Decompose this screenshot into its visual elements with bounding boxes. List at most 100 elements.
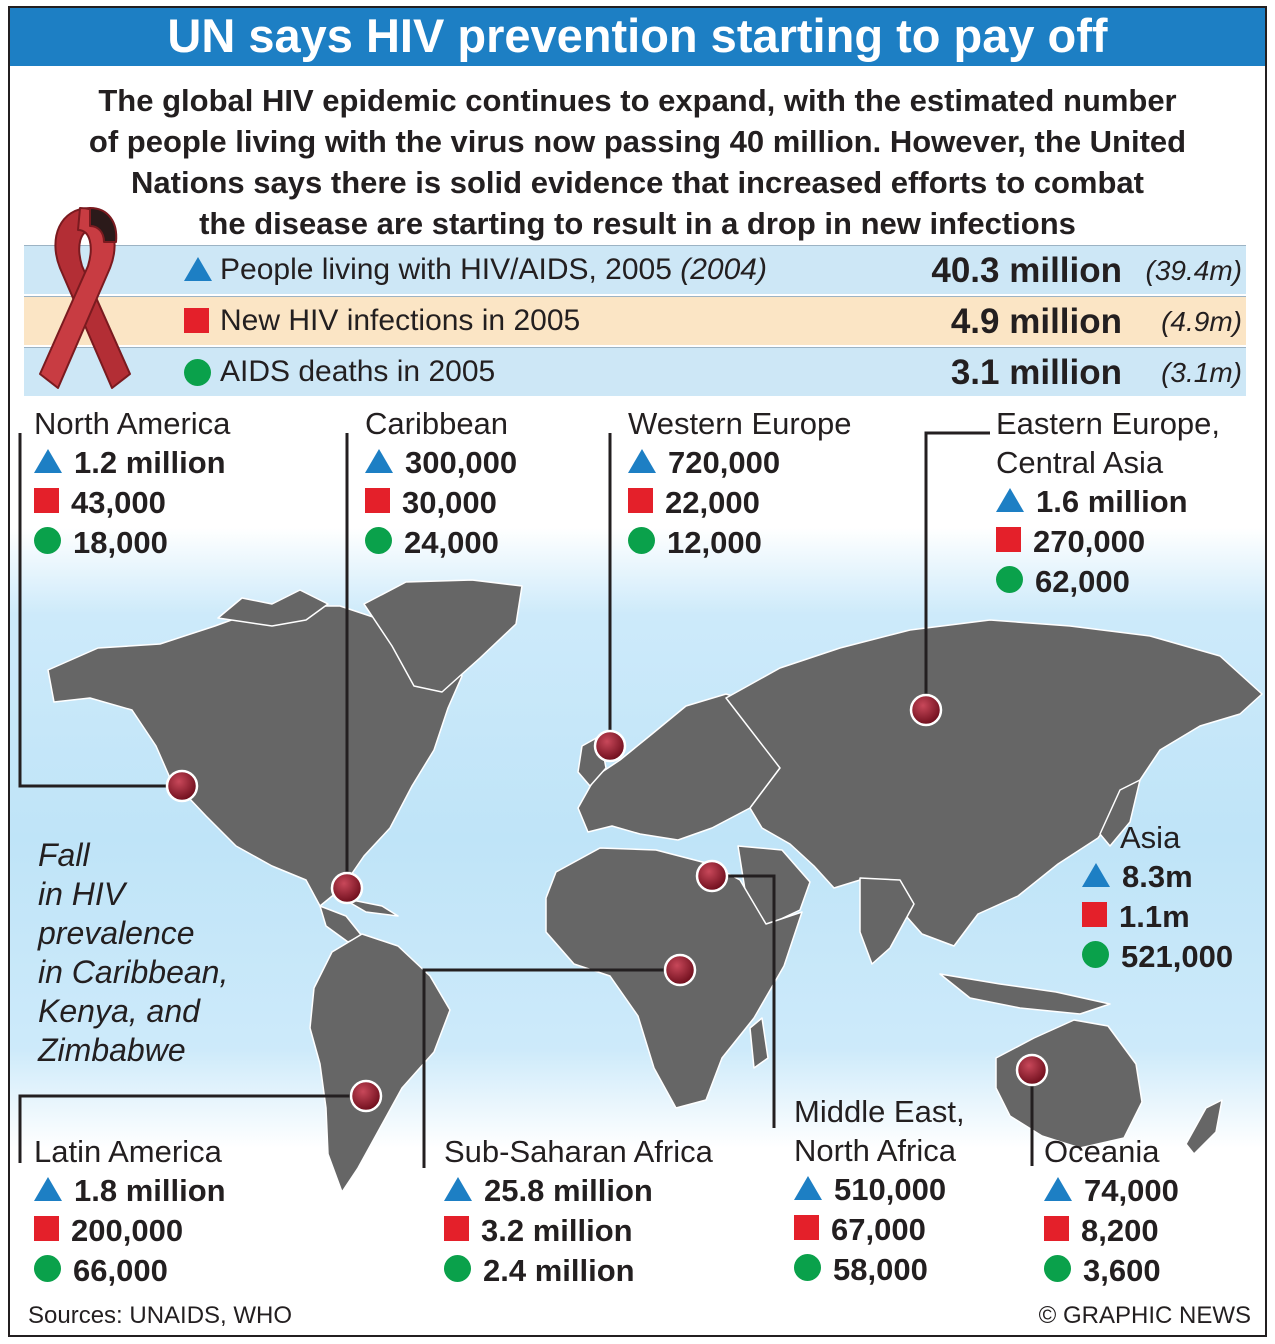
region-new: 67,000 <box>794 1210 965 1250</box>
value: 1.6 million <box>1036 484 1188 519</box>
marker-caribbean <box>330 871 364 905</box>
value: 3,600 <box>1083 1253 1161 1288</box>
value: 18,000 <box>73 525 168 560</box>
stat-value: 3.1 million <box>950 353 1122 392</box>
region-name: Latin America <box>34 1134 222 1169</box>
region-deaths: 66,000 <box>34 1251 226 1291</box>
australia-landmass <box>995 1019 1143 1149</box>
intro-line: The global HIV epidemic continues to exp… <box>98 83 1177 118</box>
region-name: Caribbean <box>365 406 509 441</box>
fall-note: Fall in HIV prevalence in Caribbean, Ken… <box>38 836 228 1070</box>
region-new: 270,000 <box>996 522 1220 562</box>
circle-icon <box>365 527 392 555</box>
triangle-icon <box>444 1176 472 1201</box>
region-eastern-europe: Eastern Europe, Central Asia 1.6 million… <box>996 404 1220 602</box>
fall-note-line: prevalence <box>38 915 195 951</box>
value: 521,000 <box>1121 939 1234 974</box>
stat-row-living: People living with HIV/AIDS, 2005 (2004)… <box>24 245 1246 294</box>
red-ribbon-icon <box>39 207 131 389</box>
region-middle-east: Middle East, North Africa 510,000 67,000… <box>794 1092 965 1290</box>
region-new: 1.1m <box>1082 897 1233 937</box>
triangle-icon <box>996 487 1024 512</box>
region-name: Sub-Saharan Africa <box>444 1134 713 1169</box>
region-living: 74,000 <box>1044 1171 1179 1211</box>
circle-icon <box>996 566 1023 594</box>
asia-landmass <box>725 619 1263 947</box>
region-new: 3.2 million <box>444 1211 713 1251</box>
triangle-icon <box>628 448 656 473</box>
region-new: 8,200 <box>1044 1211 1179 1251</box>
value: 200,000 <box>71 1213 184 1248</box>
region-oceania: Oceania 74,000 8,200 3,600 <box>1044 1132 1179 1291</box>
region-deaths: 58,000 <box>794 1250 965 1290</box>
square-icon <box>794 1215 819 1241</box>
region-name: Central Asia <box>996 445 1164 480</box>
square-icon <box>184 308 209 333</box>
region-deaths: 18,000 <box>34 523 230 563</box>
indonesia-landmass <box>939 973 1111 1015</box>
marker-north-america <box>165 769 199 803</box>
region-new: 22,000 <box>628 483 851 523</box>
value: 270,000 <box>1033 524 1146 559</box>
leader-line-north-america <box>18 433 180 788</box>
value: 1.2 million <box>74 445 226 480</box>
marker-sub-saharan-africa <box>663 953 697 987</box>
region-living: 1.2 million <box>34 443 230 483</box>
square-icon <box>444 1216 469 1242</box>
value: 2.4 million <box>483 1253 635 1288</box>
circle-icon <box>34 1255 61 1283</box>
triangle-icon <box>34 1176 62 1201</box>
region-living: 510,000 <box>794 1170 965 1210</box>
region-name: Eastern Europe, <box>996 406 1221 441</box>
triangle-icon <box>365 448 393 473</box>
region-deaths: 2.4 million <box>444 1251 713 1291</box>
fall-note-line: in Caribbean, <box>38 954 229 990</box>
stat-value: 4.9 million <box>950 302 1122 341</box>
value: 25.8 million <box>484 1173 653 1208</box>
region-latin-america: Latin America 1.8 million 200,000 66,000 <box>34 1132 226 1291</box>
region-living: 1.6 million <box>996 482 1220 522</box>
value: 74,000 <box>1084 1173 1179 1208</box>
intro-line: the disease are starting to result in a … <box>199 206 1076 241</box>
marker-western-europe <box>593 729 627 763</box>
value: 66,000 <box>73 1253 168 1288</box>
region-living: 8.3m <box>1082 857 1233 897</box>
region-sub-saharan-africa: Sub-Saharan Africa 25.8 million 3.2 mill… <box>444 1132 713 1291</box>
intro-line: Nations says there is solid evidence tha… <box>131 165 1144 200</box>
region-name: North America <box>34 406 231 441</box>
circle-icon <box>794 1254 821 1282</box>
region-name: Oceania <box>1044 1134 1160 1169</box>
infographic-frame: UN says HIV prevention starting to pay o… <box>8 6 1267 1337</box>
leader-line-latin-america <box>18 1094 364 1163</box>
intro-line: of people living with the virus now pass… <box>88 124 1187 159</box>
square-icon <box>1082 902 1107 928</box>
japan-landmass <box>1099 779 1141 847</box>
value: 12,000 <box>667 525 762 560</box>
stat-row-deaths: AIDS deaths in 2005 3.1 million (3.1m) <box>24 347 1246 396</box>
fall-note-line: Kenya, and <box>38 993 200 1029</box>
region-living: 720,000 <box>628 443 851 483</box>
fall-note-line: Fall <box>38 837 90 873</box>
circle-icon <box>628 527 655 555</box>
region-deaths: 3,600 <box>1044 1251 1179 1291</box>
world-map <box>18 431 1263 1193</box>
region-deaths: 521,000 <box>1082 937 1233 977</box>
region-living: 25.8 million <box>444 1171 713 1211</box>
region-new: 30,000 <box>365 483 517 523</box>
stat-prev-value: (4.9m) <box>1161 306 1242 337</box>
circle-icon <box>1044 1255 1071 1283</box>
region-caribbean: Caribbean 300,000 30,000 24,000 <box>365 404 517 563</box>
region-deaths: 24,000 <box>365 523 517 563</box>
value: 8.3m <box>1122 859 1193 894</box>
fall-note-line: Zimbabwe <box>38 1032 186 1068</box>
cuba-landmass <box>341 897 399 917</box>
value: 8,200 <box>1081 1213 1159 1248</box>
stat-label: AIDS deaths in 2005 <box>220 355 496 388</box>
sources-text: Sources: UNAIDS, WHO <box>28 1302 293 1329</box>
circle-icon <box>34 527 61 555</box>
triangle-icon <box>34 448 62 473</box>
square-icon <box>628 488 653 514</box>
marker-eastern-europe <box>909 693 943 727</box>
value: 510,000 <box>834 1172 947 1207</box>
value: 30,000 <box>402 485 497 520</box>
